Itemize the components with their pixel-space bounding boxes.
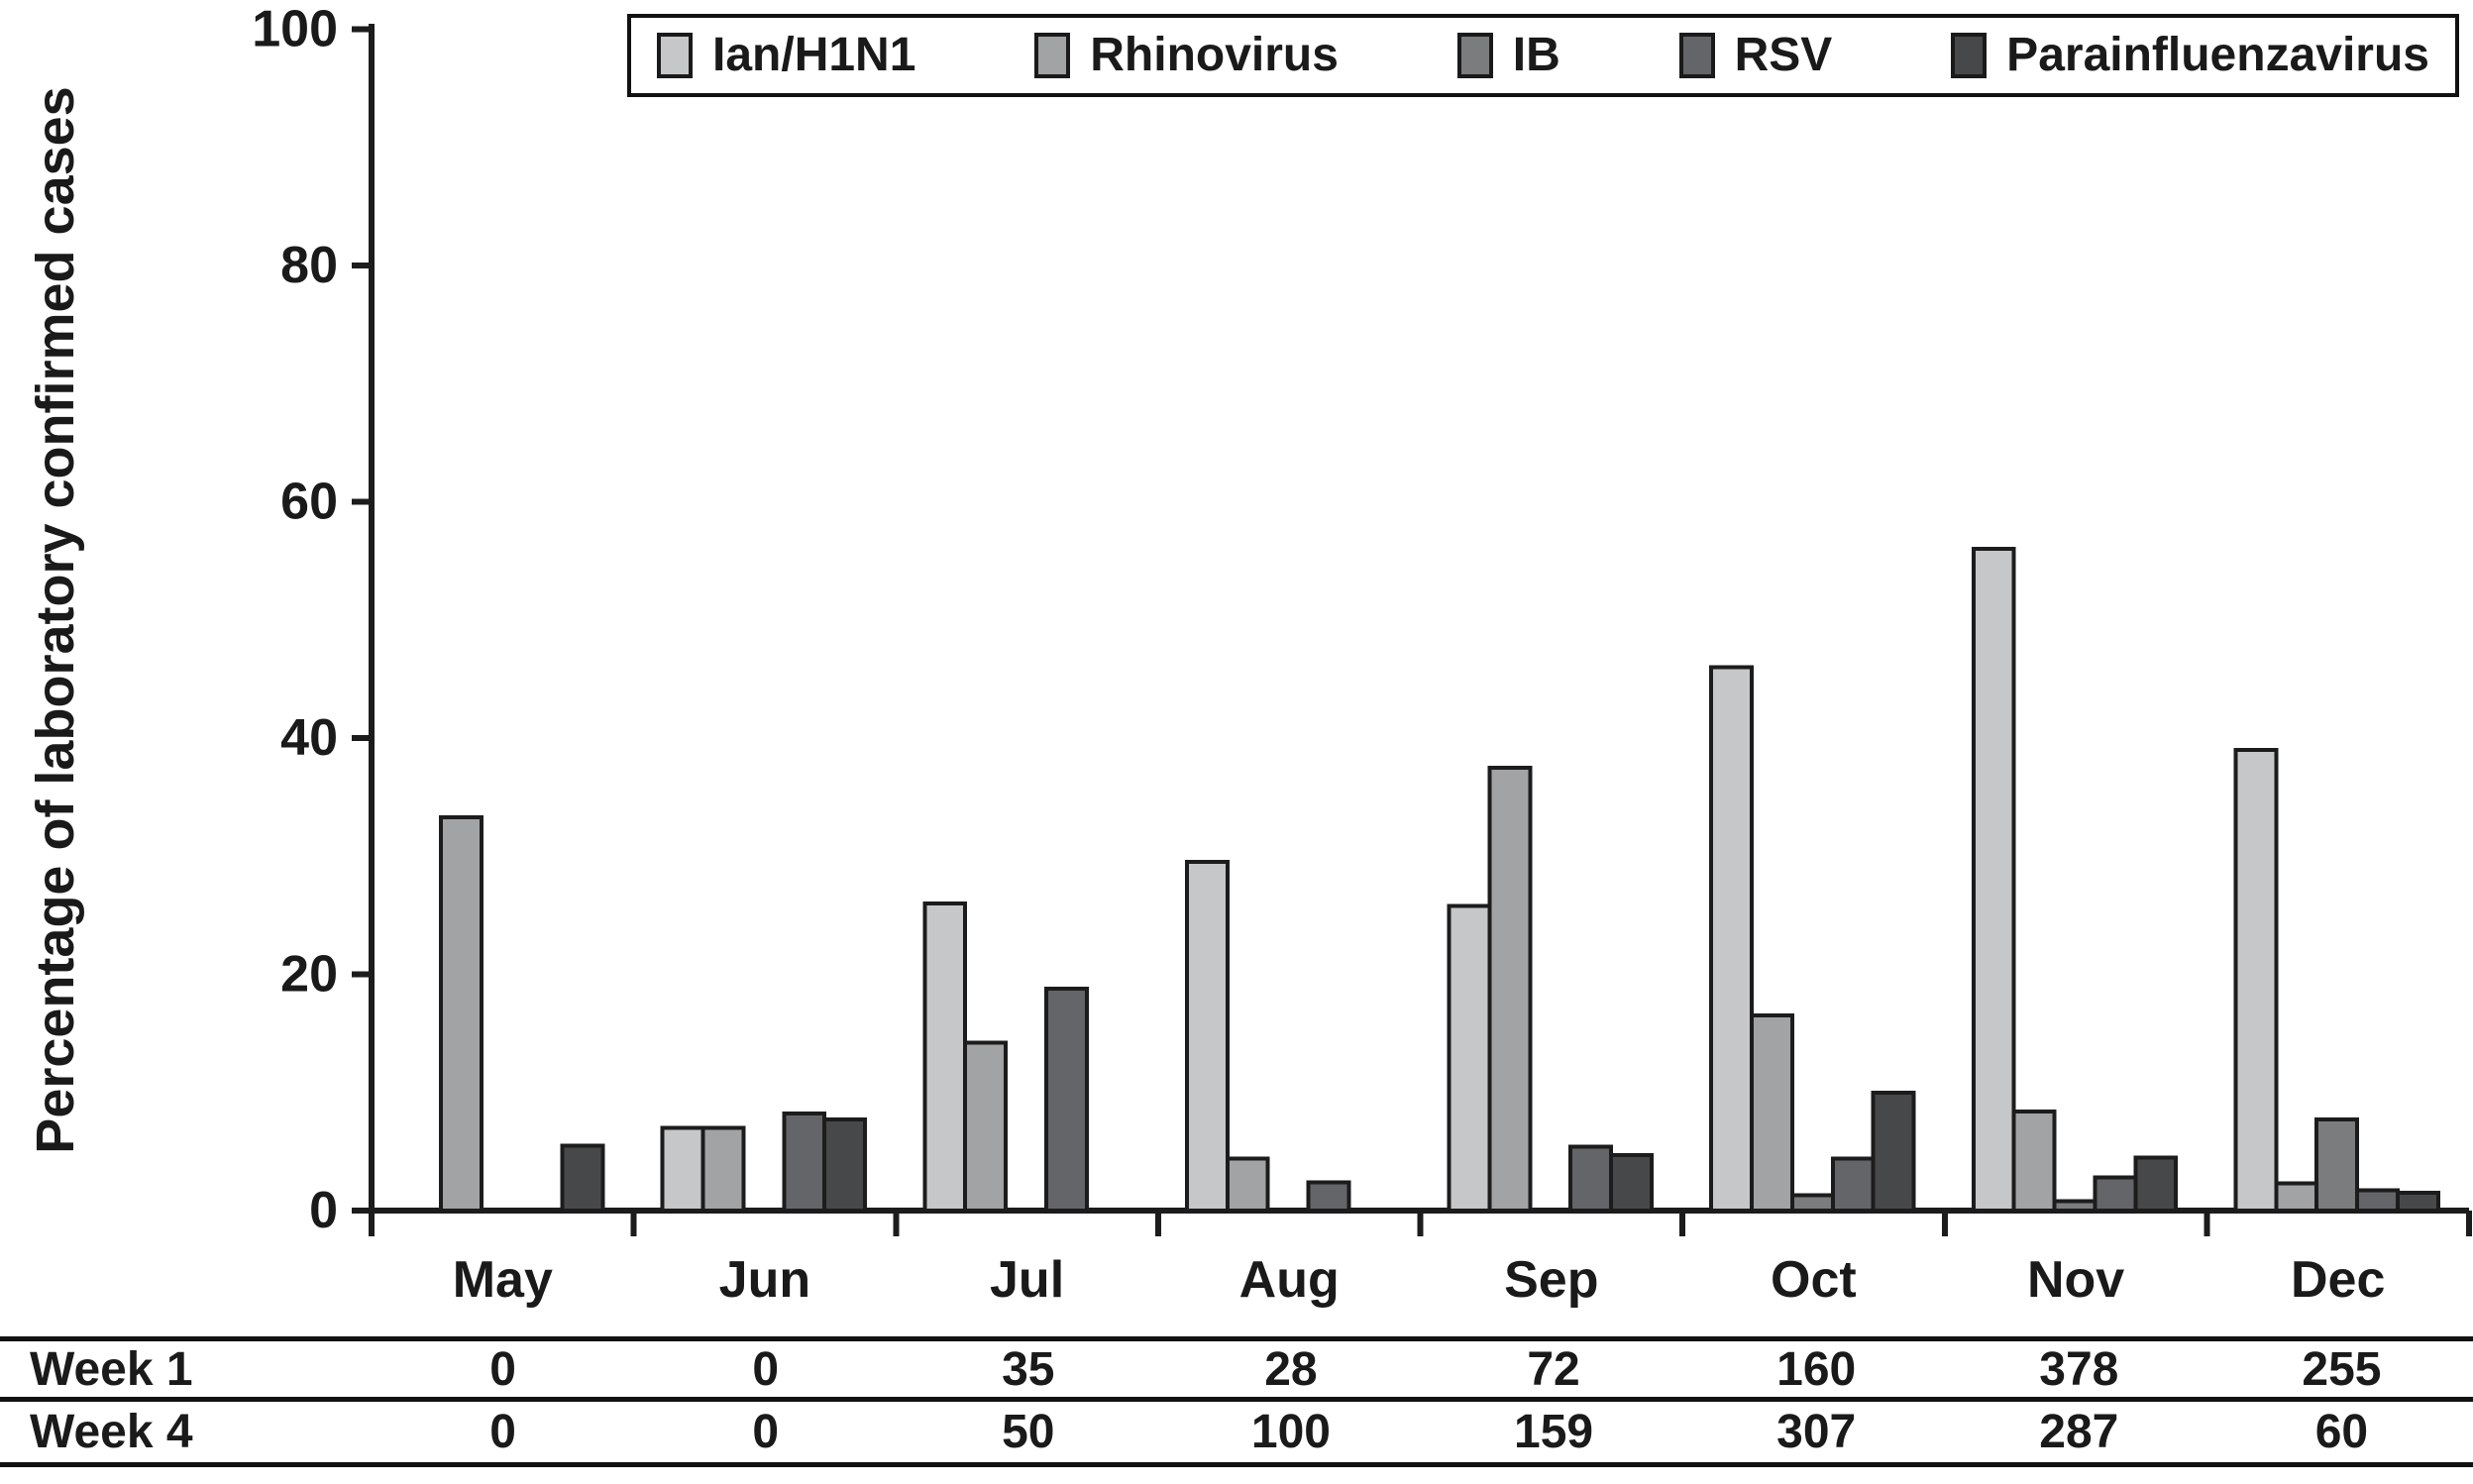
legend-label: Ian/H1N1: [712, 29, 916, 81]
table-cell: 0: [489, 1342, 516, 1396]
table-cell: 287: [2039, 1406, 2119, 1458]
table-cell: 0: [752, 1342, 780, 1396]
bar-parainfluenzavirus-sep: [1609, 1153, 1654, 1213]
month-label-jun: Jun: [719, 1251, 810, 1309]
bar-rhinovirus-jun: [700, 1125, 746, 1213]
data-table: Week 1 0 0 35 28 72 160 378 255 Week 4 0 0 50 100 159 3…: [0, 1336, 2473, 1467]
legend-swatch-rsv: [1678, 33, 1715, 78]
bar-parainfluenzavirus-jun: [822, 1117, 868, 1213]
month-label-oct: Oct: [1771, 1251, 1857, 1309]
bar-parainfluenzavirus-may: [560, 1143, 605, 1214]
bar-ib-nov: [2052, 1199, 2097, 1213]
bar-rhinovirus-dec: [2274, 1181, 2319, 1213]
y-axis-tick-labels: 0 20 40 60 80 100: [252, 1, 372, 1239]
bar-ian-h1n1-dec: [2233, 747, 2279, 1214]
bar-ian-h1n1-sep: [1447, 903, 1492, 1213]
legend-swatch-ian-h1n1: [657, 33, 693, 78]
bar-rsv-nov: [2093, 1175, 2138, 1213]
table-cell: 0: [752, 1406, 780, 1458]
legend-item-ib: IB: [1456, 29, 1560, 81]
legend-item-rsv: RSV: [1678, 29, 1833, 81]
legend: Ian/H1N1 Rhinovirus IB RSV Parainfluenzaviru…: [627, 14, 2459, 97]
bar-rsv-dec: [2355, 1188, 2401, 1213]
bar-ib-dec: [2314, 1117, 2360, 1213]
y-tick-label: 40: [280, 709, 338, 767]
table-cell: 100: [1250, 1406, 1331, 1458]
bar-ib-oct: [1789, 1193, 1835, 1213]
bar-rsv-aug: [1306, 1180, 1351, 1214]
y-tick-label: 80: [280, 237, 338, 294]
bar-chart: 0 20 40 60 80 100 May Jun Jul Aug Sep Oct Nov Dec Pe…: [26, 1, 2472, 1309]
bar-parainfluenzavirus-oct: [1871, 1090, 1916, 1214]
bar-ian-h1n1-oct: [1709, 665, 1754, 1213]
legend-label: Rhinovirus: [1090, 29, 1339, 81]
month-label-dec: Dec: [2291, 1251, 2385, 1309]
month-label-sep: Sep: [1504, 1251, 1598, 1309]
legend-item-ian-h1n1: Ian/H1N1: [657, 32, 915, 79]
legend-label: Parainfluenzavirus: [2006, 29, 2429, 81]
bar-rhinovirus-aug: [1225, 1156, 1270, 1213]
month-label-nov: Nov: [2027, 1251, 2124, 1309]
bar-rsv-jun: [782, 1112, 827, 1213]
bar-ian-h1n1-jul: [922, 901, 968, 1214]
legend-item-parainfluenzavirus: Parainfluenzavirus: [1951, 32, 2429, 79]
y-tick-label: 60: [280, 474, 338, 531]
table-row-label: Week 4: [30, 1406, 193, 1458]
month-label-aug: Aug: [1239, 1251, 1340, 1309]
bars: [438, 547, 2440, 1214]
legend-label: IB: [1512, 29, 1560, 81]
table-cell: 378: [2039, 1342, 2119, 1396]
y-axis-title: Percentage of laboratory confirmed cases: [26, 86, 85, 1153]
bar-parainfluenzavirus-nov: [2133, 1155, 2179, 1214]
legend-label: RSV: [1734, 29, 1833, 81]
table-cell: 28: [1264, 1342, 1318, 1396]
table-cell: 160: [1776, 1342, 1857, 1396]
legend-swatch-ib: [1456, 33, 1493, 78]
bar-ian-h1n1-aug: [1184, 860, 1230, 1213]
table-cell: 255: [2302, 1342, 2382, 1396]
y-tick-label: 100: [252, 1, 338, 58]
table-cell: 35: [1002, 1342, 1055, 1396]
table-cell: 50: [1002, 1406, 1055, 1458]
table-cell: 72: [1527, 1342, 1580, 1396]
bar-rsv-jul: [1044, 986, 1089, 1213]
month-label-jul: Jul: [990, 1251, 1064, 1309]
table-cell: 307: [1776, 1406, 1857, 1458]
table-row-week-4: Week 4 0 0 50 100 159 307 287 60: [0, 1402, 2473, 1467]
bar-rhinovirus-nov: [2011, 1109, 2057, 1214]
legend-item-rhinovirus: Rhinovirus: [1034, 32, 1339, 79]
table-cell: 60: [2314, 1406, 2369, 1458]
month-labels: May Jun Jul Aug Sep Oct Nov Dec: [453, 1251, 2386, 1309]
table-row-week-1: Week 1 0 0 35 28 72 160 378 255: [0, 1336, 2473, 1402]
table-cell: 159: [1514, 1406, 1594, 1458]
bar-rsv-oct: [1830, 1156, 1876, 1213]
legend-swatch-parainfluenzavirus: [1951, 33, 1988, 78]
month-label-may: May: [453, 1251, 553, 1309]
table-cell: 0: [489, 1406, 516, 1458]
legend-swatch-rhinovirus: [1034, 33, 1071, 78]
bar-rhinovirus-jul: [963, 1040, 1008, 1213]
bar-rhinovirus-oct: [1750, 1013, 1794, 1213]
bar-rsv-sep: [1568, 1144, 1614, 1213]
y-tick-label: 20: [280, 946, 338, 1004]
bar-rhinovirus-sep: [1487, 765, 1533, 1213]
y-tick-label: 0: [309, 1182, 338, 1239]
bar-ian-h1n1-nov: [1971, 547, 2016, 1213]
bar-parainfluenzavirus-dec: [2396, 1191, 2440, 1213]
axes: [369, 24, 2472, 1236]
bar-ian-h1n1-jun: [660, 1125, 705, 1213]
table-row-label: Week 1: [30, 1342, 193, 1396]
bar-rhinovirus-may: [438, 814, 484, 1214]
